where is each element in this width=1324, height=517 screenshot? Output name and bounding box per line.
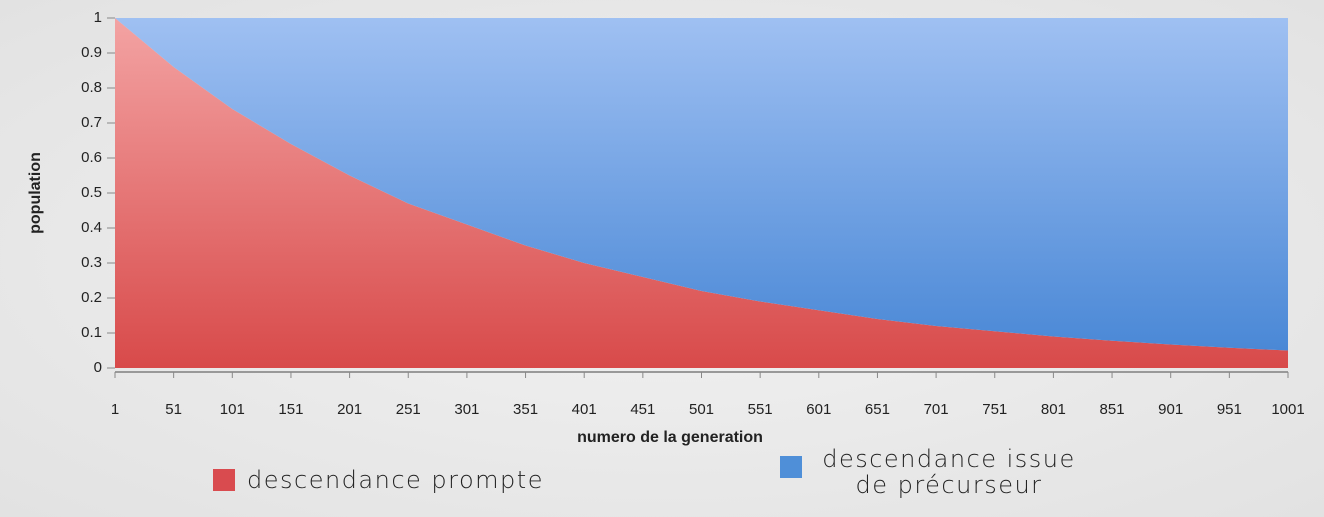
x-tick-label: 751 xyxy=(982,401,1007,418)
x-tick-label: 951 xyxy=(1217,401,1242,418)
area xyxy=(115,18,1288,368)
y-tick-label: 0.6 xyxy=(81,149,102,166)
x-tick-label: 51 xyxy=(165,401,182,418)
x-tick-label: 101 xyxy=(220,401,245,418)
legend-item: descendance issue de précurseur xyxy=(780,446,1084,498)
x-tick-label: 551 xyxy=(748,401,773,418)
x-tick-label: 801 xyxy=(1041,401,1066,418)
x-axis-label: numero de la generation xyxy=(577,429,763,446)
y-tick-label: 0.3 xyxy=(81,254,102,271)
x-tick-label: 451 xyxy=(630,401,655,418)
y-tick-label: 0.7 xyxy=(81,114,102,131)
legend-swatch xyxy=(780,456,802,478)
x-tick-label: 601 xyxy=(806,401,831,418)
legend-item: descendance prompte xyxy=(213,466,544,494)
y-tick-label: 0.2 xyxy=(81,289,102,306)
x-tick-label: 701 xyxy=(924,401,949,418)
x-tick-label: 901 xyxy=(1158,401,1183,418)
x-tick-label: 351 xyxy=(513,401,538,418)
y-tick-label: 0.4 xyxy=(81,219,102,236)
x-tick-label: 201 xyxy=(337,401,362,418)
y-tick-label: 0.8 xyxy=(81,79,102,96)
x-tick-label: 1 xyxy=(111,401,119,418)
x-tick-label: 651 xyxy=(865,401,890,418)
x-tick-label: 251 xyxy=(396,401,421,418)
y-tick-label: 0.1 xyxy=(81,324,102,341)
legend-label: descendance prompte xyxy=(247,466,544,494)
y-tick-label: 1 xyxy=(94,9,102,26)
x-tick-label: 851 xyxy=(1100,401,1125,418)
area xyxy=(115,18,1288,351)
y-tick-label: 0.9 xyxy=(81,44,102,61)
y-axis-label: population xyxy=(27,152,44,234)
x-tick-label: 301 xyxy=(454,401,479,418)
x-tick-label: 151 xyxy=(278,401,303,418)
y-tick-label: 0.5 xyxy=(81,184,102,201)
legend-swatch xyxy=(213,469,235,491)
legend-label: descendance issue de précurseur xyxy=(822,445,1076,499)
y-tick-label: 0 xyxy=(94,359,102,376)
x-tick-label: 1001 xyxy=(1271,401,1304,418)
x-tick-label: 401 xyxy=(572,401,597,418)
x-tick-label: 501 xyxy=(689,401,714,418)
